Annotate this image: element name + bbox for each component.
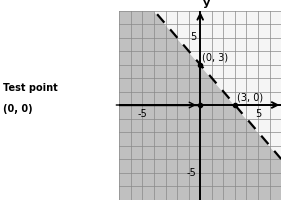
Polygon shape <box>154 10 281 159</box>
Text: -5: -5 <box>137 109 147 119</box>
Text: (0, 3): (0, 3) <box>202 52 228 62</box>
Text: Test point: Test point <box>3 83 58 93</box>
Text: (0, 0): (0, 0) <box>3 104 32 114</box>
Text: y: y <box>202 0 210 8</box>
Text: -5: -5 <box>187 168 197 177</box>
Text: 5: 5 <box>191 33 197 42</box>
Text: 5: 5 <box>255 109 261 119</box>
Text: (3, 0): (3, 0) <box>237 93 263 103</box>
